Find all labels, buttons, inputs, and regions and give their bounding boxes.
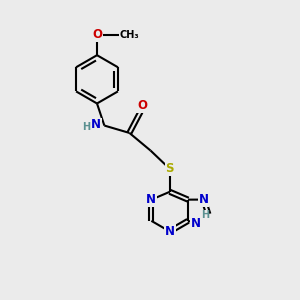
- Text: N: N: [199, 193, 208, 206]
- Text: O: O: [137, 99, 147, 112]
- Text: N: N: [165, 225, 175, 238]
- Text: N: N: [191, 217, 201, 230]
- Text: N: N: [91, 118, 101, 131]
- Text: S: S: [166, 162, 174, 175]
- Text: CH₃: CH₃: [120, 30, 139, 40]
- Text: O: O: [92, 28, 102, 41]
- Text: H: H: [201, 210, 209, 220]
- Text: N: N: [146, 193, 156, 206]
- Text: H: H: [82, 122, 90, 132]
